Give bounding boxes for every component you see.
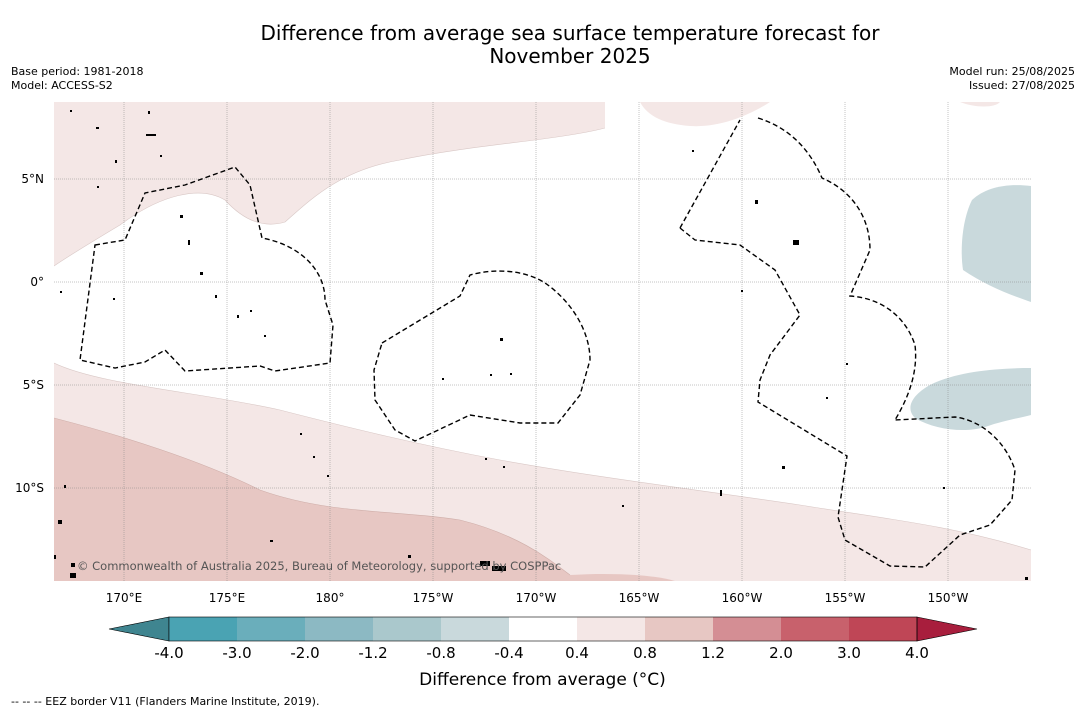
- colorbar-tick-label: -1.2: [358, 644, 387, 662]
- colorbar-segment: [441, 617, 509, 641]
- lat-tick-label: 10°S: [15, 481, 44, 495]
- colorbar-over-arrow: [916, 616, 978, 642]
- colorbar-segment: [577, 617, 645, 641]
- base-period: Base period: 1981-2018: [11, 65, 144, 78]
- colorbar-segment: [645, 617, 713, 641]
- lat-tick-label: 5°N: [21, 172, 44, 186]
- colorbar-tick-label: -2.0: [290, 644, 319, 662]
- lon-tick-label: 180°: [316, 591, 345, 605]
- lat-tick-label: 0°: [30, 275, 44, 289]
- lat-tick-label: 5°S: [23, 378, 44, 392]
- colorbar-tick-label: 3.0: [837, 644, 861, 662]
- anomaly-region-north-warm-2: [640, 102, 770, 127]
- colorbar-tick-label: 0.8: [633, 644, 657, 662]
- lon-tick-label: 150°W: [928, 591, 969, 605]
- colorbar-segment: [781, 617, 849, 641]
- eez-border-kiribati-east: [757, 117, 917, 421]
- issued-date: Issued: 27/08/2025: [968, 79, 1075, 92]
- colorbar-segment: [305, 617, 373, 641]
- lon-tick-label: 170°E: [106, 591, 143, 605]
- lon-tick-label: 160°W: [722, 591, 763, 605]
- colorbar-segment: [509, 617, 577, 641]
- colorbar-tick-label: -0.8: [426, 644, 455, 662]
- eez-border-kiribati-west: [79, 166, 334, 372]
- colorbar-tick-label: -3.0: [222, 644, 251, 662]
- colorbar-under-arrow: [108, 616, 170, 642]
- lon-tick-label: 170°W: [516, 591, 557, 605]
- colorbar-segment: [373, 617, 441, 641]
- colorbar-tick-label: 4.0: [905, 644, 929, 662]
- title-line-2: November 2025: [489, 44, 651, 68]
- eez-border-kiribati-central: [373, 270, 591, 442]
- chart-title: Difference from average sea surface temp…: [0, 22, 1085, 68]
- copyright-text: © Commonwealth of Australia 2025, Bureau…: [77, 559, 561, 573]
- model-info: Base period: 1981-2018 Model: ACCESS-S2: [11, 65, 143, 93]
- colorbar-tick-label: -4.0: [154, 644, 183, 662]
- colorbar-tick-label: 1.2: [701, 644, 725, 662]
- islands: [54, 110, 1028, 580]
- colorbar-segment: [713, 617, 781, 641]
- anomaly-region-north-warm: [54, 102, 605, 266]
- run-info: Model run: 25/08/2025 Issued: 27/08/2025: [949, 65, 1075, 93]
- eez-legend: -- -- -- EEZ border V11 (Flanders Marine…: [11, 695, 320, 708]
- colorbar-tick-label: -0.4: [494, 644, 523, 662]
- anomaly-region-southeast-cool: [910, 368, 1031, 430]
- colorbar-segment: [849, 617, 917, 641]
- model-run-date: Model run: 25/08/2025: [949, 65, 1075, 78]
- map-plot-area: [54, 102, 1031, 581]
- lon-tick-label: 165°W: [619, 591, 660, 605]
- colorbar-label: Difference from average (°C): [419, 670, 666, 690]
- title-line-1: Difference from average sea surface temp…: [260, 21, 880, 45]
- colorbar-tick-labels: -4.0 -3.0 -2.0 -1.2 -0.8 -0.4 0.4 0.8 1.…: [154, 644, 929, 662]
- lon-tick-label: 175°W: [413, 591, 454, 605]
- longitude-tick-labels: 170°E 175°E 180° 175°W 170°W 165°W 160°W…: [106, 591, 969, 605]
- eez-borders: [79, 117, 1016, 568]
- latitude-tick-labels: 5°N 0° 5°S 10°S: [15, 172, 44, 495]
- model-name: Model: ACCESS-S2: [11, 79, 113, 92]
- eez-border-line-islands: [679, 119, 1016, 568]
- lon-tick-label: 155°W: [825, 591, 866, 605]
- colorbar: [108, 616, 978, 642]
- colorbar-tick-label: 0.4: [565, 644, 589, 662]
- graticule: [54, 102, 1031, 581]
- lon-tick-label: 175°E: [209, 591, 246, 605]
- colorbar-segment: [237, 617, 305, 641]
- anomaly-region-east-cool: [961, 185, 1031, 302]
- colorbar-segment: [169, 617, 237, 641]
- anomaly-region-ne-warm: [960, 102, 1000, 107]
- colorbar-frame: [168, 616, 918, 642]
- colorbar-tick-label: 2.0: [769, 644, 793, 662]
- anomaly-region-south-warmer: [54, 418, 675, 581]
